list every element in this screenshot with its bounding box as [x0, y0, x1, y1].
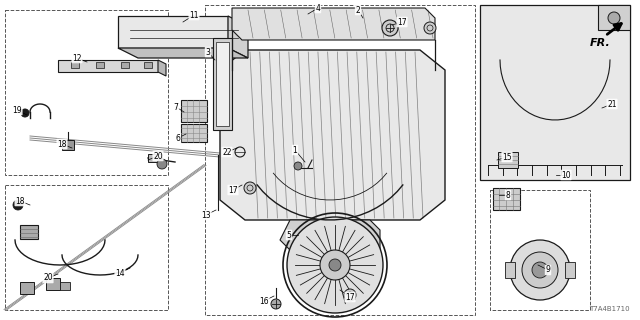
Circle shape: [320, 250, 350, 280]
Circle shape: [21, 109, 29, 117]
Text: 22: 22: [222, 148, 232, 156]
Polygon shape: [480, 5, 630, 180]
Bar: [46, 278, 60, 290]
Bar: [121, 62, 129, 68]
Polygon shape: [228, 16, 248, 58]
Bar: [20, 282, 34, 294]
Circle shape: [532, 262, 548, 278]
Bar: [565, 262, 575, 278]
Text: 18: 18: [57, 140, 67, 148]
Text: 21: 21: [607, 100, 617, 108]
Text: 9: 9: [545, 266, 550, 275]
Text: 11: 11: [189, 11, 199, 20]
Polygon shape: [58, 60, 158, 72]
Bar: [148, 154, 162, 162]
Circle shape: [271, 299, 281, 309]
Text: 1: 1: [292, 146, 298, 155]
Bar: [20, 225, 38, 239]
Polygon shape: [118, 48, 248, 58]
Polygon shape: [232, 8, 435, 40]
Circle shape: [382, 20, 398, 36]
Text: 14: 14: [115, 268, 125, 277]
Text: 19: 19: [12, 106, 22, 115]
Text: 20: 20: [153, 151, 163, 161]
Text: 10: 10: [561, 171, 571, 180]
Text: 20: 20: [43, 274, 53, 283]
Text: 12: 12: [72, 53, 82, 62]
Text: 2: 2: [356, 5, 360, 14]
Text: 7: 7: [173, 102, 179, 111]
Circle shape: [287, 217, 383, 313]
Polygon shape: [493, 188, 520, 210]
Circle shape: [157, 159, 167, 169]
Bar: [62, 140, 74, 150]
Polygon shape: [216, 42, 229, 126]
Bar: [205, 5, 475, 315]
Text: 6: 6: [175, 133, 180, 142]
Text: 3: 3: [205, 47, 211, 57]
Bar: [505, 262, 515, 278]
Text: FR.: FR.: [589, 38, 611, 48]
Circle shape: [329, 259, 341, 271]
Circle shape: [424, 22, 436, 34]
Bar: [144, 62, 152, 68]
Text: 5: 5: [287, 230, 291, 239]
Polygon shape: [213, 38, 232, 130]
Circle shape: [294, 162, 302, 170]
Polygon shape: [181, 124, 207, 142]
Text: T7A4B1710: T7A4B1710: [589, 306, 630, 312]
Bar: [498, 152, 518, 168]
Text: 17: 17: [345, 292, 355, 301]
Polygon shape: [158, 60, 166, 76]
Circle shape: [244, 182, 256, 194]
Bar: [5, 185, 168, 310]
Circle shape: [522, 252, 558, 288]
Text: 18: 18: [15, 196, 25, 205]
Bar: [490, 190, 590, 310]
Text: 8: 8: [506, 190, 510, 199]
Text: 4: 4: [316, 4, 321, 12]
Circle shape: [510, 240, 570, 300]
Polygon shape: [280, 220, 380, 250]
Circle shape: [608, 12, 620, 24]
Circle shape: [13, 200, 23, 210]
Text: 16: 16: [259, 297, 269, 306]
Text: 13: 13: [201, 211, 211, 220]
Circle shape: [344, 289, 356, 301]
Bar: [71, 62, 79, 68]
Polygon shape: [220, 50, 445, 220]
Polygon shape: [181, 100, 207, 122]
Text: 17: 17: [397, 18, 407, 27]
Text: 15: 15: [502, 153, 512, 162]
Polygon shape: [598, 5, 630, 30]
Text: 17: 17: [228, 186, 238, 195]
Bar: [96, 62, 104, 68]
Polygon shape: [118, 16, 228, 48]
Bar: [5, 10, 168, 175]
Bar: [60, 282, 70, 290]
